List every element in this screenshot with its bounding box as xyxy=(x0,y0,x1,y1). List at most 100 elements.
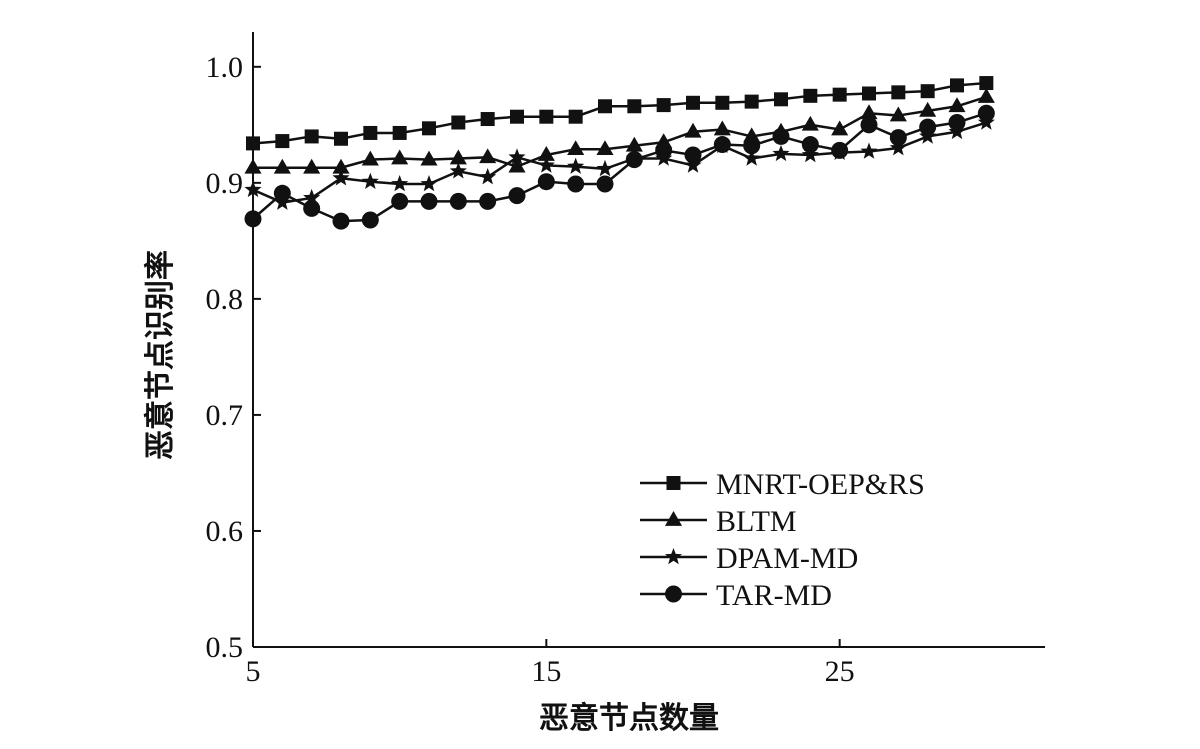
data-point-mnrt-oep-rs xyxy=(392,125,407,140)
data-point-mnrt-oep-rs xyxy=(920,84,935,99)
data-point-tar-md xyxy=(625,151,643,169)
y-tick-label: 0.9 xyxy=(206,167,244,200)
data-point-dpam-md xyxy=(596,159,614,177)
data-point-tar-md xyxy=(743,137,761,155)
data-point-bltm xyxy=(332,158,350,174)
x-ticks: 5 15 25 xyxy=(246,639,855,688)
y-tick-label: 0.7 xyxy=(206,399,244,432)
data-point-tar-md xyxy=(801,136,819,154)
x-axis-title: 恶意节点数量 xyxy=(539,701,719,736)
legend-item-dpam-md: DPAM-MD xyxy=(640,542,858,575)
data-point-mnrt-oep-rs xyxy=(774,92,788,107)
data-point-dpam-md xyxy=(361,172,379,189)
data-point-dpam-md xyxy=(449,162,467,179)
data-point-bltm xyxy=(801,115,819,131)
data-point-mnrt-oep-rs xyxy=(480,112,495,127)
legend-marker xyxy=(664,511,683,526)
data-point-dpam-md xyxy=(801,146,819,163)
data-point-mnrt-oep-rs xyxy=(803,88,818,103)
data-point-dpam-md xyxy=(479,168,497,185)
data-point-bltm xyxy=(479,148,497,164)
data-point-tar-md xyxy=(332,212,350,230)
data-point-bltm xyxy=(713,120,731,136)
data-point-dpam-md xyxy=(743,149,761,166)
data-point-bltm xyxy=(684,122,702,138)
data-point-bltm xyxy=(508,157,526,173)
data-point-bltm xyxy=(977,87,995,103)
data-point-mnrt-oep-rs xyxy=(334,131,348,146)
data-point-mnrt-oep-rs xyxy=(950,78,964,93)
data-point-mnrt-oep-rs xyxy=(832,87,847,102)
data-point-mnrt-oep-rs xyxy=(862,86,876,101)
data-point-bltm xyxy=(919,101,937,117)
legend-marker xyxy=(666,476,681,490)
series-tar-md xyxy=(244,104,995,230)
data-point-bltm xyxy=(303,158,321,174)
data-point-mnrt-oep-rs xyxy=(539,109,554,124)
data-point-tar-md xyxy=(449,192,467,210)
data-point-dpam-md xyxy=(772,144,790,162)
data-point-tar-md xyxy=(273,184,291,202)
x-tick-label: 5 xyxy=(246,655,261,688)
series-line-tar-md xyxy=(252,112,987,223)
data-point-mnrt-oep-rs xyxy=(363,125,378,140)
axes xyxy=(252,32,1045,648)
data-point-tar-md xyxy=(948,114,966,132)
data-point-mnrt-oep-rs xyxy=(891,85,906,100)
data-point-dpam-md xyxy=(889,139,907,156)
data-point-bltm xyxy=(391,149,409,165)
data-point-tar-md xyxy=(361,211,379,229)
data-point-mnrt-oep-rs xyxy=(510,109,524,124)
data-point-tar-md xyxy=(889,129,907,147)
data-point-bltm xyxy=(831,120,849,136)
legend-item-tar-md: TAR-MD xyxy=(640,579,832,612)
series-dpam-md xyxy=(244,113,995,210)
data-point-dpam-md xyxy=(684,156,702,173)
legend-label: TAR-MD xyxy=(716,579,832,612)
data-point-mnrt-oep-rs xyxy=(304,129,319,144)
data-point-dpam-md xyxy=(391,175,409,192)
data-point-tar-md xyxy=(919,118,937,136)
series-bltm xyxy=(244,87,995,174)
y-ticks: 0.5 0.6 0.7 0.8 0.9 1.0 xyxy=(206,51,261,664)
data-point-tar-md xyxy=(596,175,614,193)
data-point-bltm xyxy=(860,104,878,120)
data-point-mnrt-oep-rs xyxy=(656,98,671,113)
data-point-dpam-md xyxy=(244,180,262,198)
series-mnrt-oep-rs xyxy=(246,76,994,151)
data-point-tar-md xyxy=(977,104,995,122)
data-point-tar-md xyxy=(831,141,849,159)
data-point-dpam-md xyxy=(303,188,321,206)
series-line-bltm xyxy=(253,95,987,170)
legend-label: DPAM-MD xyxy=(716,542,858,575)
legend-label: MNRT-OEP&RS xyxy=(716,468,925,501)
data-point-mnrt-oep-rs xyxy=(422,121,436,136)
data-point-tar-md xyxy=(684,146,702,164)
data-point-tar-md xyxy=(772,127,790,145)
data-point-tar-md xyxy=(508,187,526,205)
series-line-dpam-md xyxy=(252,121,987,204)
y-tick-label: 0.8 xyxy=(206,283,244,316)
data-point-dpam-md xyxy=(860,142,878,159)
legend-label: BLTM xyxy=(716,505,797,538)
data-point-bltm xyxy=(420,150,438,166)
data-point-tar-md xyxy=(303,199,321,217)
legend-marker xyxy=(665,585,682,603)
data-point-mnrt-oep-rs xyxy=(451,115,466,130)
y-axis-title: 恶意节点识别率 xyxy=(143,250,178,460)
data-point-tar-md xyxy=(391,192,409,210)
data-point-dpam-md xyxy=(332,169,350,186)
data-point-mnrt-oep-rs xyxy=(246,136,260,151)
data-point-mnrt-oep-rs xyxy=(275,134,290,149)
data-point-mnrt-oep-rs xyxy=(627,99,642,114)
x-tick-label: 25 xyxy=(825,655,855,688)
data-point-tar-md xyxy=(479,192,497,210)
data-point-mnrt-oep-rs xyxy=(686,95,700,110)
data-point-mnrt-oep-rs xyxy=(598,99,612,114)
y-tick-label: 0.5 xyxy=(206,631,244,664)
data-point-dpam-md xyxy=(537,156,555,173)
legend: MNRT-OEP&RS BLTM DPAM-MD TAR-MD xyxy=(640,468,925,612)
data-point-tar-md xyxy=(655,141,673,159)
series-group xyxy=(244,76,995,230)
data-point-tar-md xyxy=(713,136,731,154)
